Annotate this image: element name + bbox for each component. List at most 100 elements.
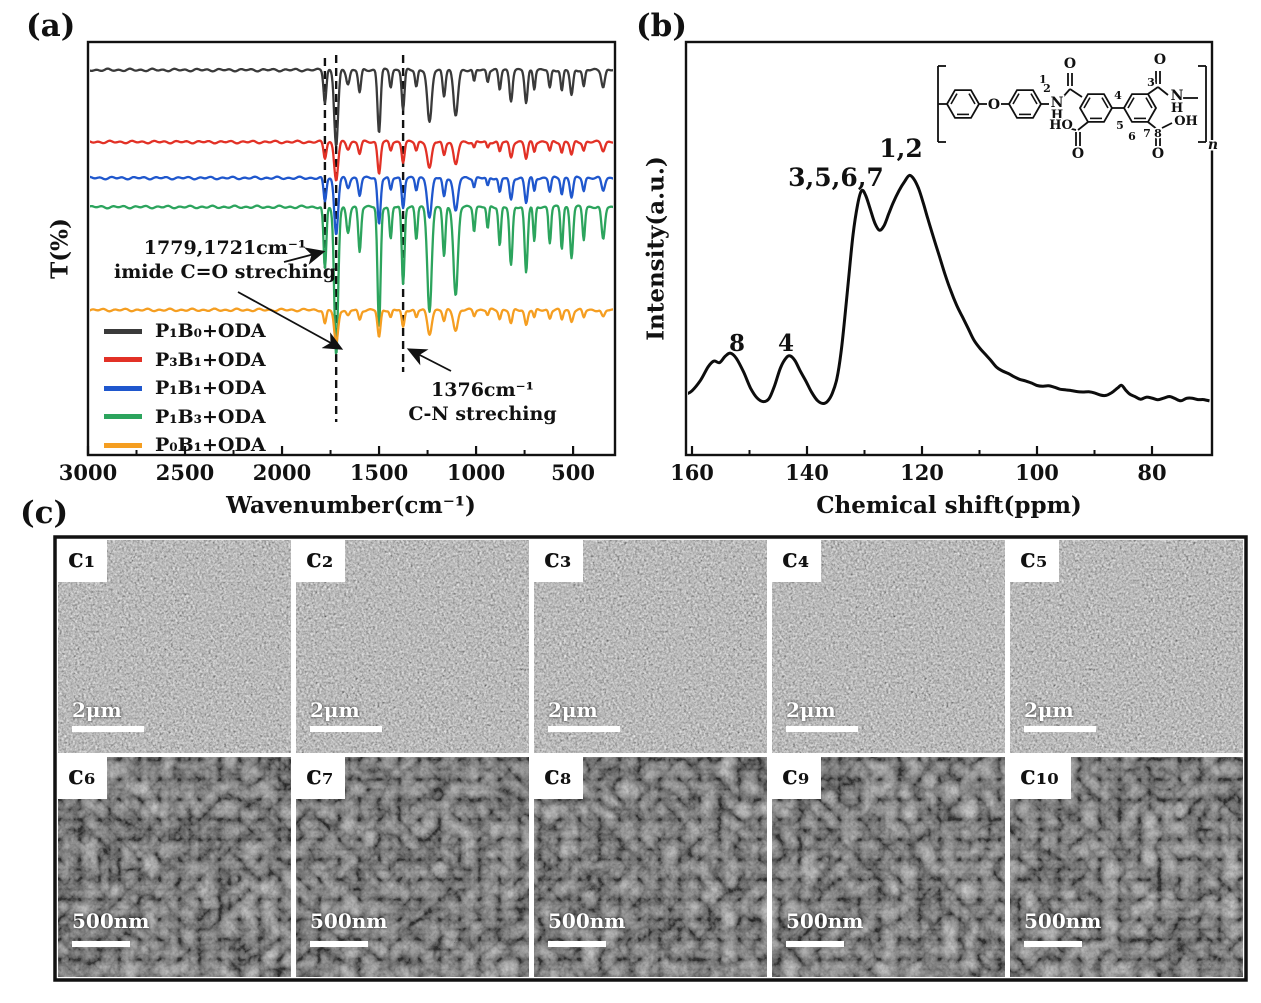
b-x-axis-label: Chemical shift(ppm) [816, 492, 1082, 519]
scale-bar [548, 941, 606, 947]
legend-label: P₃B₁+ODA [155, 348, 266, 371]
sem-tile-label-8: c₈ [534, 757, 584, 799]
structure-atom-label: 5 [1116, 119, 1124, 132]
structure-atom-label: 6 [1128, 130, 1136, 143]
a-x-tick-label: 2000 [253, 460, 311, 485]
a-x-tick-label: 2500 [156, 460, 214, 485]
b-x-tick-label: 140 [785, 460, 829, 485]
sem-tile-label-10: c₁₀ [1010, 757, 1071, 799]
legend-item-0: P₁B₀+ODA [104, 317, 266, 346]
legend-swatch-icon [104, 414, 142, 420]
structure-atom-label: HO [1049, 118, 1073, 133]
structure-atom-label: 7 [1143, 127, 1151, 140]
b-plot-box [684, 40, 1214, 457]
sem-tile-label-5: c₅ [1010, 540, 1060, 582]
b-x-tick-label: 160 [670, 460, 714, 485]
a-x-tick-label: 1000 [447, 460, 505, 485]
scale-bar [310, 941, 368, 947]
ftir-trace-2 [90, 175, 613, 236]
scale-bar-text: 500nm [72, 909, 150, 933]
scale-bar [72, 941, 130, 947]
annotation-arrow-2 [406, 348, 452, 372]
structure-atom-label: 1 [1039, 73, 1047, 86]
structure-atom-label: O [1152, 146, 1164, 162]
legend-swatch-icon [104, 385, 142, 391]
ftir-trace-4 [90, 307, 613, 345]
scale-bar-text: 500nm [786, 909, 864, 933]
panel-c-letter: (c) [20, 495, 69, 531]
structure-atom-label: 2 [1043, 82, 1051, 95]
structure-atom-label: n [1208, 137, 1218, 153]
structure-atom-label: OH [1174, 114, 1198, 129]
b-y-axis-label: Intensity(a.u.) [642, 156, 670, 341]
imide-co-annotation-line2: imide C=O streching [113, 261, 336, 283]
scale-bar [1024, 726, 1096, 732]
peak-label-2: 3,5,6,7 [788, 163, 884, 192]
legend-item-4: P₀B₁+ODA [104, 431, 266, 460]
a-plot-box [86, 40, 617, 457]
sem-tile-label-2: c₂ [296, 540, 346, 582]
a-x-tick-label: 500 [551, 460, 595, 485]
structure-atom-label: O [1154, 52, 1166, 68]
structure-atom-label: O [988, 97, 1000, 113]
scale-bar-text: 2μm [548, 698, 598, 722]
panel-a-letter: (a) [26, 8, 76, 44]
sem-tile-label-9: c₉ [772, 757, 822, 799]
scale-bar-text: 2μm [310, 698, 360, 722]
cn-annotation-line1: 1376cm⁻¹ [431, 379, 534, 401]
panel-b-letter: (b) [636, 8, 688, 44]
scale-bar [548, 726, 620, 732]
legend-label: P₁B₃+ODA [155, 405, 266, 428]
structure-atom-label: N [1171, 88, 1184, 104]
peak-label-0: 8 [728, 330, 745, 357]
legend-item-3: P₁B₃+ODA [104, 403, 266, 432]
structure-atom-label: O [1064, 56, 1076, 72]
cn-annotation: 1376cm⁻¹ C-N streching [370, 378, 595, 426]
a-x-axis-label: Wavenumber(cm⁻¹) [226, 492, 476, 519]
scale-bar-text: 500nm [1024, 909, 1102, 933]
scale-bar [72, 726, 144, 732]
legend-item-2: P₁B₁+ODA [104, 374, 266, 403]
structure-atom-label: 4 [1114, 89, 1122, 102]
sem-tile-label-1: c₁ [58, 540, 108, 582]
scale-bar-text: 2μm [1024, 698, 1074, 722]
scale-bar-text: 2μm [786, 698, 836, 722]
ftir-trace-1 [90, 139, 613, 182]
b-x-tick-label: 100 [1015, 460, 1059, 485]
scale-bar-text: 2μm [72, 698, 122, 722]
structure-atom-label: O [1072, 146, 1084, 162]
structure-atom-label: 8 [1154, 127, 1162, 140]
structure-atom-label: H [1051, 108, 1063, 123]
annotation-arrow-1 [237, 291, 344, 350]
legend-label: P₁B₁+ODA [155, 377, 266, 400]
scale-bar-text: 500nm [310, 909, 388, 933]
legend-swatch-icon [104, 328, 142, 334]
sem-tile-label-3: c₃ [534, 540, 584, 582]
peak-label-1: 4 [777, 330, 794, 357]
structure-atom-label: N [1051, 95, 1064, 111]
a-y-axis-label: T(%) [46, 218, 74, 279]
scale-bar [786, 726, 858, 732]
scale-bar-text: 500nm [548, 909, 626, 933]
structure-atom-label: H [1171, 101, 1183, 116]
legend-label: P₀B₁+ODA [155, 434, 266, 457]
cn-annotation-line2: C-N streching [408, 403, 557, 425]
sem-tile-label-6: c₆ [58, 757, 108, 799]
a-x-tick-label: 3000 [59, 460, 117, 485]
ftir-legend: P₁B₀+ODA P₃B₁+ODA P₁B₁+ODA P₁B₃+ODA P₀B₁+ODA [104, 317, 266, 460]
imide-co-annotation: 1779,1721cm⁻¹ imide C=O streching [100, 236, 350, 284]
peak-label-3: 1,2 [879, 134, 923, 163]
ftir-chart: 3000 2500 2000 1500 1000 500 [59, 40, 617, 485]
sem-tile-label-7: c₇ [296, 757, 346, 799]
annotation-arrow-0 [283, 247, 326, 265]
imide-co-annotation-line1: 1779,1721cm⁻¹ [143, 237, 307, 259]
b-x-tick-label: 120 [900, 460, 944, 485]
ftir-trace-3 [90, 204, 613, 355]
legend-label: P₁B₀+ODA [155, 320, 266, 343]
a-x-tick-label: 1500 [350, 460, 408, 485]
legend-item-1: P₃B₁+ODA [104, 346, 266, 375]
scale-bar [1024, 941, 1082, 947]
ftir-trace-0 [90, 67, 613, 147]
